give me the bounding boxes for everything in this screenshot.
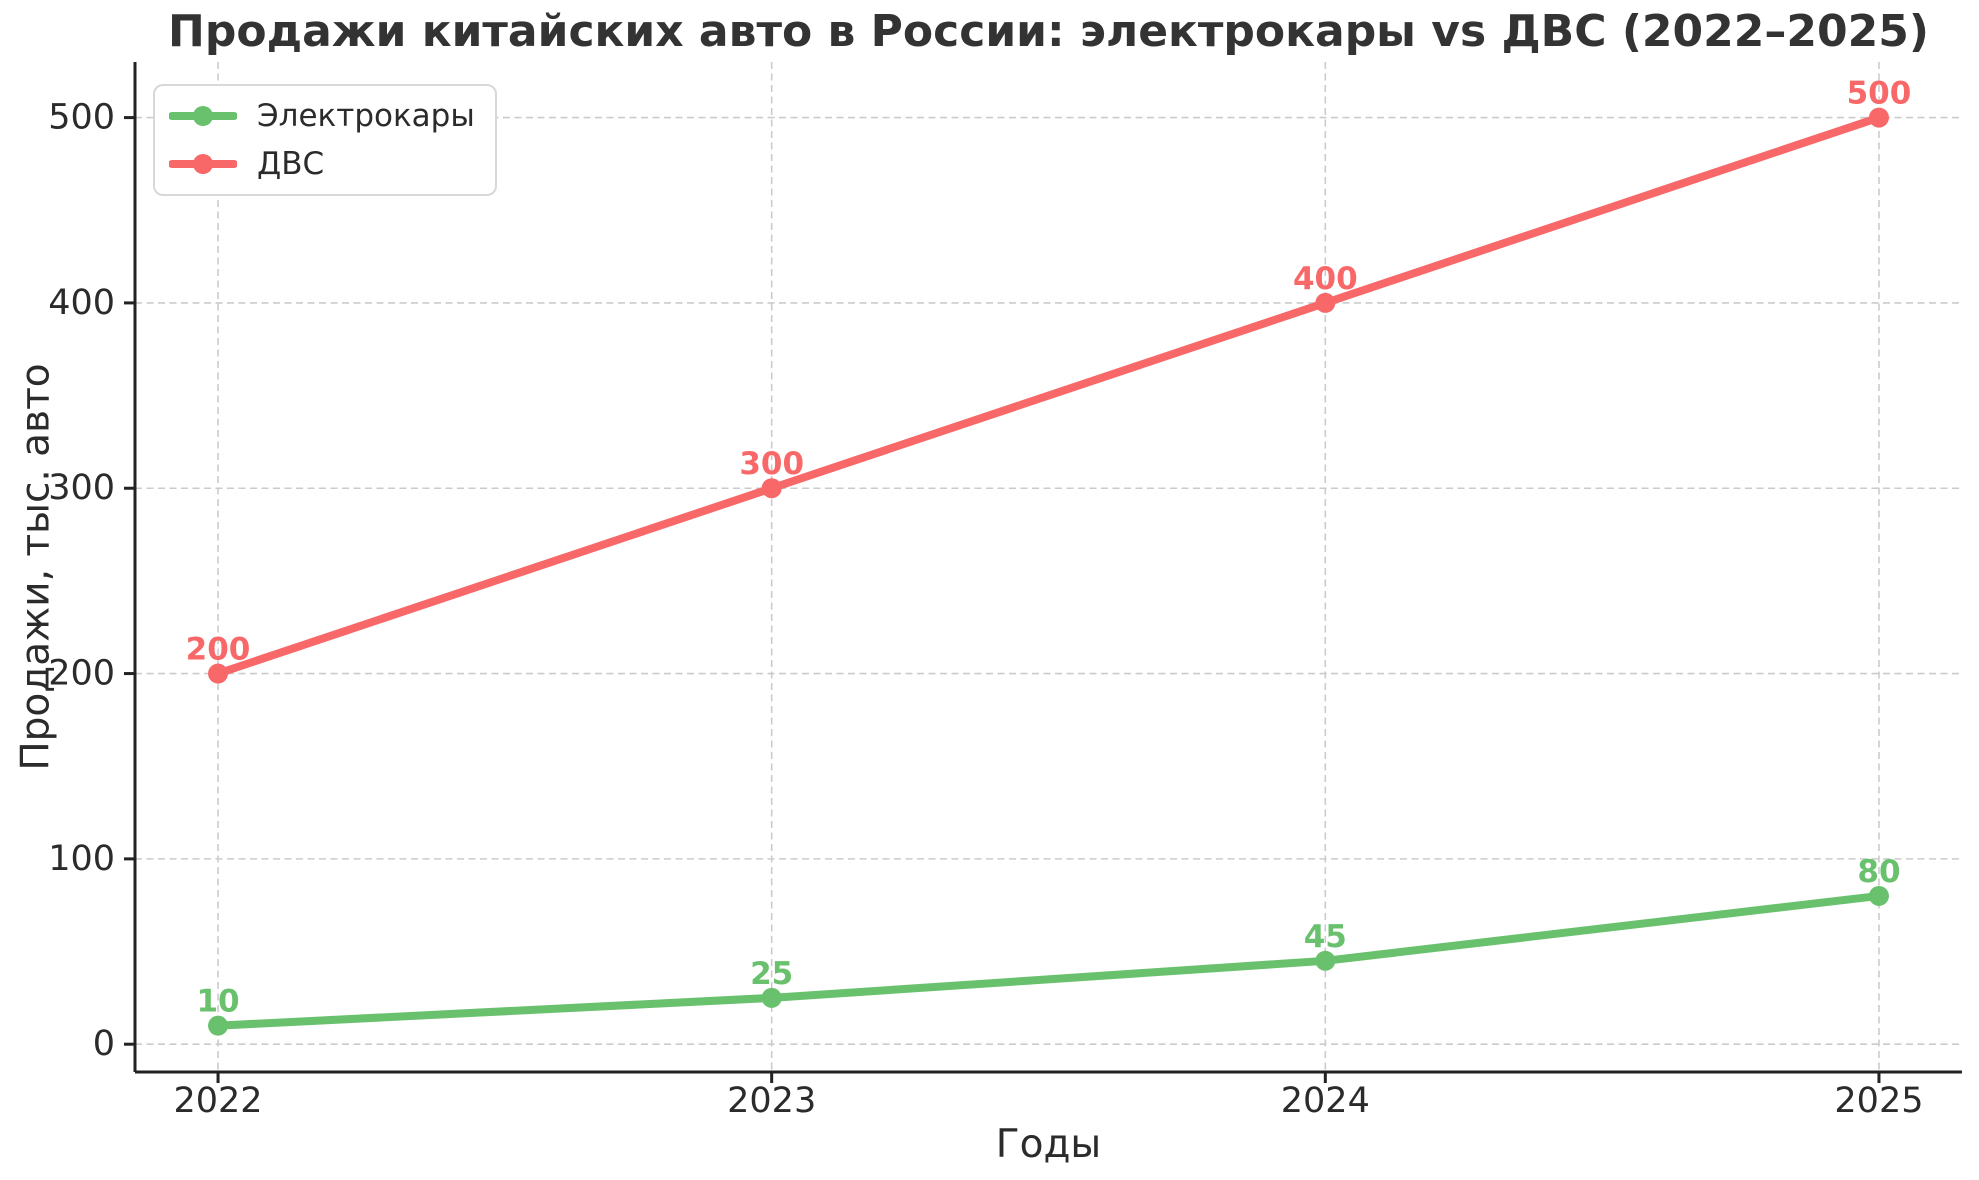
data-point-label: 45 [1304,919,1347,955]
data-point-marker [761,987,782,1008]
data-point-marker [1315,950,1336,971]
series-line [214,891,1883,1030]
data-point-label: 10 [196,984,239,1020]
y-tick-label: 200 [48,654,115,694]
y-tick-label: 100 [48,839,115,879]
legend-item-electric: Электрокары [169,98,475,134]
legend-line-marker-ice-icon [169,154,237,174]
series-line [214,113,1883,678]
data-point-label: 500 [1847,76,1912,112]
data-point-marker [761,478,782,499]
legend-label-ice: ДВС [257,146,325,182]
data-point-marker [208,1015,229,1036]
legend-item-ice: ДВС [169,146,475,182]
data-point-label: 80 [1857,854,1900,890]
y-tick-label: 300 [48,468,115,508]
x-tick-label: 2025 [1834,1081,1923,1121]
y-tick-label: 0 [93,1024,115,1064]
data-point-marker [1868,885,1889,906]
data-point-label: 200 [186,632,251,668]
chart-title: Продажи китайских авто в России: электро… [168,6,1929,57]
legend: Электрокары ДВС [153,84,497,196]
x-axis-label: Годы [995,1122,1102,1167]
y-axis-label: Продажи, тыс. авто [13,363,59,771]
data-point-label: 25 [750,956,793,992]
data-point-label: 300 [739,446,804,482]
y-tick-label: 500 [48,98,115,138]
y-tick-label: 400 [48,283,115,323]
data-point-marker [1315,292,1336,313]
data-point-marker [208,663,229,684]
x-tick-label: 2022 [174,1081,263,1121]
data-point-label: 400 [1293,261,1358,297]
x-tick-label: 2023 [727,1081,816,1121]
legend-line-marker-electric-icon [169,106,237,126]
data-point-marker [1868,107,1889,128]
x-tick-label: 2024 [1281,1081,1370,1121]
legend-label-electric: Электрокары [257,98,475,134]
